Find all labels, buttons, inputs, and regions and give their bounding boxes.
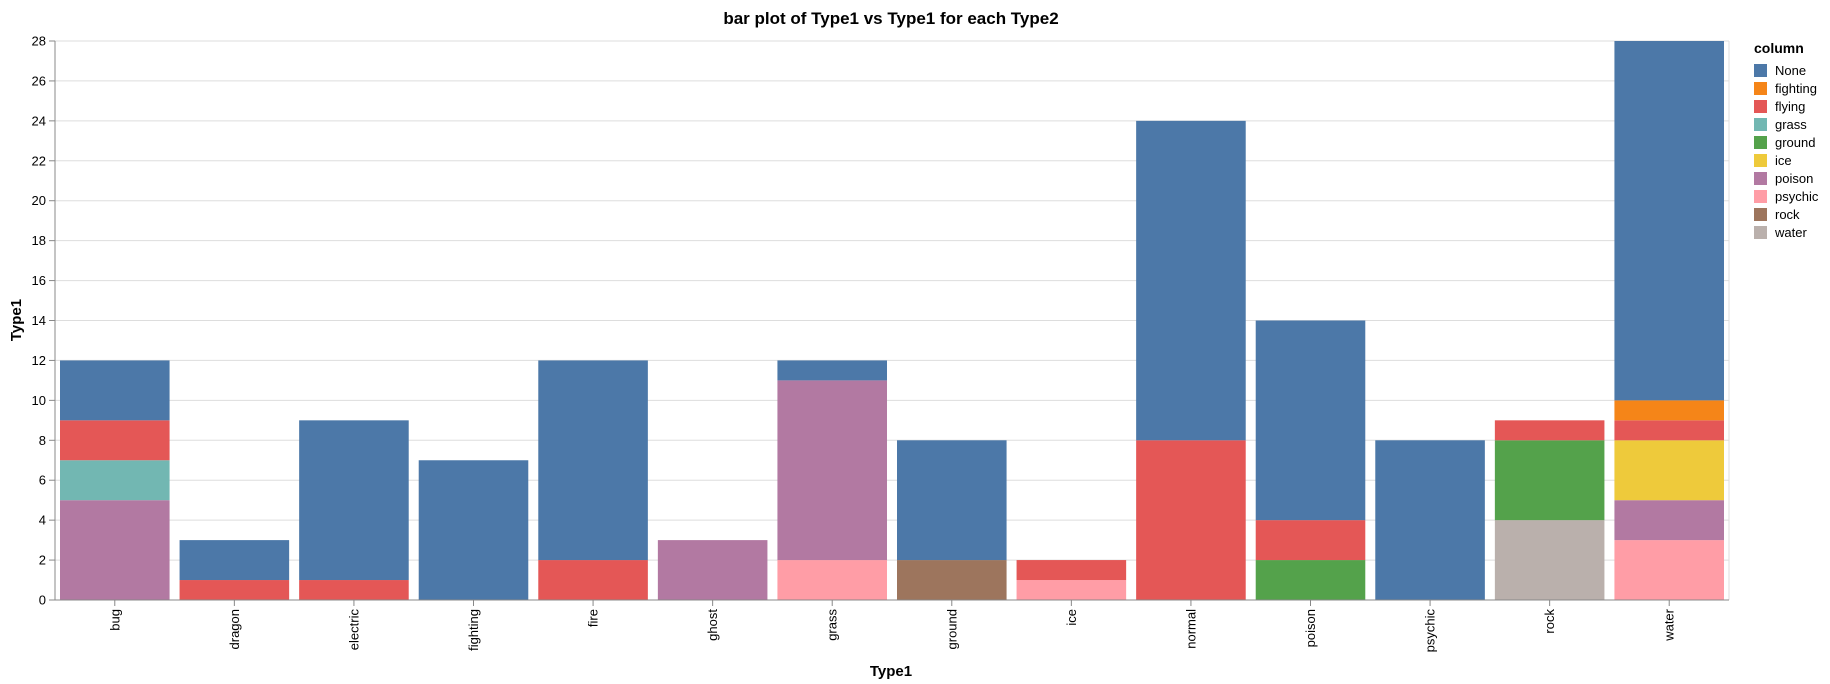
bar-segment-bug-grass [60,460,170,501]
bar-segment-normal-flying [1136,440,1246,600]
y-tick-label: 6 [39,473,46,488]
legend-swatch [1754,172,1767,185]
x-axis-title: Type1 [870,663,912,680]
x-tick-label: ice [1064,609,1079,626]
x-tick-label: psychic [1423,609,1438,653]
x-tick-label: fire [586,609,601,627]
bar-segment-grass-poison [777,380,887,561]
bar-segment-water-ice [1614,440,1724,501]
legend-swatch [1754,190,1767,203]
x-tick-label: rock [1542,609,1557,634]
bar-segment-water-poison [1614,500,1724,541]
bar-segment-bug-none [60,360,170,421]
x-tick-label: grass [825,609,840,641]
x-tick-label: normal [1183,609,1198,649]
legend-label: rock [1775,207,1800,222]
y-tick-label: 0 [39,593,46,608]
x-tick-label: water [1662,608,1677,641]
bar-segment-bug-poison [60,500,170,600]
x-tick-label: electric [346,609,361,651]
bar-segment-ghost-poison [657,540,768,600]
legend-swatch [1754,136,1767,149]
legend-title: column [1754,40,1804,56]
bar-segment-water-none [1614,41,1724,401]
legend-label: fighting [1775,81,1817,96]
bar-segment-rock-water [1494,520,1605,600]
y-axis-title: Type1 [8,299,25,341]
legend-label: poison [1775,171,1813,186]
bar-segment-normal-none [1136,120,1246,441]
bar-segment-rock-ground [1494,440,1605,521]
bar-segment-ground-rock [897,560,1007,600]
bar-segment-fighting-none [418,460,529,600]
bar-segment-grass-psychic [777,560,887,600]
bar-segment-grass-none [777,360,887,381]
y-tick-label: 4 [39,513,46,528]
legend-label: psychic [1775,189,1819,204]
x-tick-label: bug [107,609,122,631]
bar-segment-poison-ground [1255,560,1366,600]
bar-segment-water-fighting [1614,400,1724,421]
y-tick-label: 2 [39,553,46,568]
gridlines [55,40,1730,601]
x-tick-label: dragon [227,609,242,649]
bar-segment-rock-flying [1494,420,1605,441]
bar-segment-fire-none [538,360,648,561]
x-tick-label: poison [1303,609,1318,647]
y-tick-label: 16 [32,273,46,288]
bar-segment-water-flying [1614,420,1724,441]
bar-segment-bug-flying [60,420,170,461]
y-tick-label: 28 [32,34,46,49]
y-tick-label: 22 [32,153,46,168]
bar-segment-poison-flying [1255,520,1366,561]
y-tick-label: 12 [32,353,46,368]
legend-swatch [1754,82,1767,95]
legend-swatch [1754,100,1767,113]
legend-label: grass [1775,117,1807,132]
x-tick-label: ground [944,609,959,649]
y-tick-label: 26 [32,73,46,88]
legend-swatch [1754,64,1767,77]
bar-segment-fire-flying [538,560,648,600]
x-tick-label: fighting [466,609,481,651]
y-tick-label: 18 [32,233,46,248]
y-tick-label: 14 [32,313,46,328]
bar-segment-dragon-none [179,540,290,581]
bar-segment-electric-flying [299,580,409,600]
legend-swatch [1754,208,1767,221]
legend-swatch [1754,154,1767,167]
chart-title: bar plot of Type1 vs Type1 for each Type… [723,9,1058,28]
y-tick-label: 20 [32,193,46,208]
legend-label: flying [1775,99,1805,114]
bars [60,41,1724,600]
y-tick-label: 10 [32,393,46,408]
bar-segment-psychic-none [1375,440,1485,600]
legend: column None fighting flying grass ground ice p… [1754,40,1819,240]
legend-label: ground [1775,135,1815,150]
legend-label: water [1774,225,1807,240]
bar-segment-water-psychic [1614,540,1724,600]
x-tick-label: ghost [705,609,720,641]
legend-swatch [1754,226,1767,239]
bar-segment-ice-psychic [1016,580,1127,600]
bar-segment-ice-flying [1016,560,1127,581]
legend-label: ice [1775,153,1792,168]
bar-segment-dragon-flying [179,580,290,600]
y-tick-label: 8 [39,433,46,448]
legend-label: None [1775,63,1806,78]
y-tick-label: 24 [32,113,46,128]
bar-segment-electric-none [299,420,409,581]
legend-swatch [1754,118,1767,131]
bar-segment-ground-none [897,440,1007,561]
bar-segment-poison-none [1255,320,1366,521]
